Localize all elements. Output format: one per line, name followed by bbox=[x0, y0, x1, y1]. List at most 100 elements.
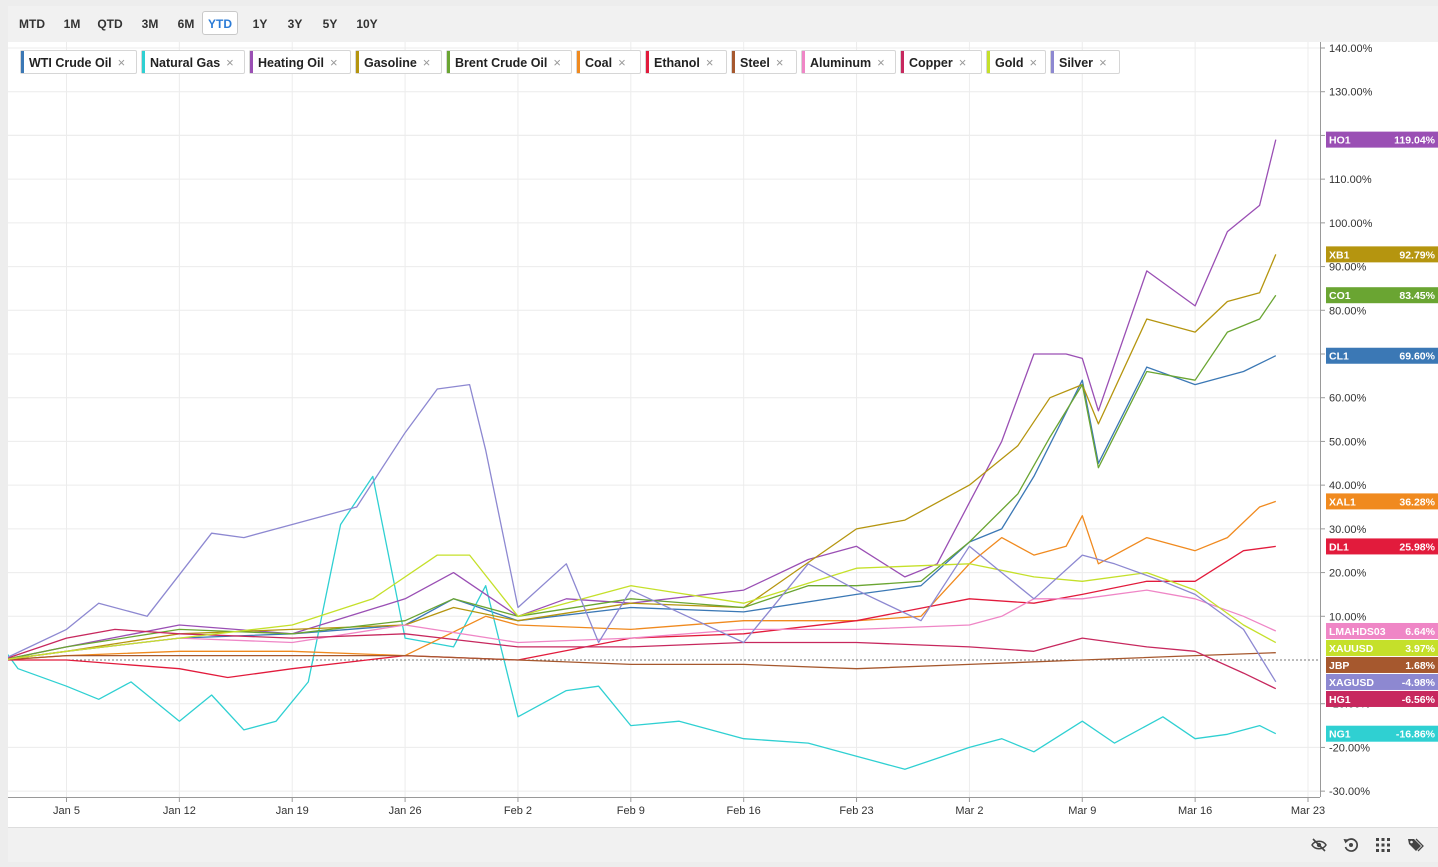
last-value-ticker: HG1 bbox=[1329, 694, 1351, 706]
legend-item-brent-crude-oil[interactable]: Brent Crude Oil × bbox=[446, 50, 572, 74]
close-icon[interactable]: × bbox=[1029, 55, 1038, 70]
last-value-tag: CO1 83.45% bbox=[1326, 287, 1438, 304]
last-value-tag: XAGUSD -4.98% bbox=[1326, 673, 1438, 690]
line-chart[interactable]: 140.00%130.00%120.00%110.00%100.00%90.00… bbox=[8, 42, 1438, 827]
last-value-tag-bg bbox=[1326, 673, 1438, 690]
legend-item-copper[interactable]: Copper × bbox=[900, 50, 982, 74]
last-value-tag-bg bbox=[1326, 246, 1438, 263]
series-line-natural-gas[interactable] bbox=[8, 475, 1277, 770]
last-value-label: 92.79% bbox=[1399, 249, 1435, 261]
legend-item-gold[interactable]: Gold × bbox=[986, 50, 1046, 74]
legend-label: Coal bbox=[585, 56, 613, 70]
range-button-3y[interactable]: 3Y bbox=[287, 17, 303, 31]
series-line-ethanol[interactable] bbox=[8, 545, 1276, 679]
last-value-tag-bg bbox=[1326, 538, 1438, 555]
last-value-ticker: JBP bbox=[1329, 660, 1349, 672]
close-icon[interactable]: × bbox=[877, 55, 885, 70]
close-icon[interactable]: × bbox=[618, 55, 626, 70]
last-value-ticker: LMAHDS03 bbox=[1329, 626, 1386, 638]
legend-label: Natural Gas bbox=[150, 56, 221, 70]
grid-icon[interactable] bbox=[1374, 836, 1392, 854]
legend-item-steel[interactable]: Steel × bbox=[731, 50, 797, 74]
close-icon[interactable]: × bbox=[775, 55, 784, 70]
range-button-1y[interactable]: 1Y bbox=[252, 17, 268, 31]
range-button-mtd[interactable]: MTD bbox=[19, 17, 45, 31]
last-value-tags: HO1 119.04% XB1 92.79% CO1 83.45% CL1 69.60% XAL… bbox=[1326, 131, 1438, 742]
last-value-tag-bg bbox=[1326, 656, 1438, 673]
y-tick-label: -20.00% bbox=[1329, 742, 1370, 754]
x-tick-label: Feb 2 bbox=[504, 805, 532, 817]
legend-label: Ethanol bbox=[654, 56, 700, 70]
y-tick-label: 30.00% bbox=[1329, 524, 1367, 536]
legend-swatch bbox=[250, 51, 253, 73]
legend-swatch bbox=[646, 51, 649, 73]
series-line-aluminum[interactable] bbox=[8, 589, 1277, 660]
last-value-label: -4.98% bbox=[1402, 677, 1436, 689]
last-value-ticker: CO1 bbox=[1329, 290, 1351, 302]
legend-swatch bbox=[732, 51, 735, 73]
series-line-heating-oil[interactable] bbox=[8, 139, 1277, 660]
tags-icon[interactable] bbox=[1406, 836, 1424, 854]
last-value-tag-bg bbox=[1326, 131, 1438, 148]
y-tick-label: 10.00% bbox=[1329, 611, 1367, 623]
range-button-10y[interactable]: 10Y bbox=[356, 17, 378, 31]
last-value-tag: XAL1 36.28% bbox=[1326, 493, 1438, 510]
legend-item-aluminum[interactable]: Aluminum × bbox=[801, 50, 896, 74]
range-button-ytd[interactable]: YTD bbox=[202, 11, 238, 35]
legend-label: WTI Crude Oil bbox=[29, 56, 112, 70]
last-value-label: -16.86% bbox=[1396, 729, 1436, 741]
range-button-5y[interactable]: 5Y bbox=[322, 17, 338, 31]
last-value-label: 3.97% bbox=[1405, 643, 1435, 655]
legend-swatch bbox=[142, 51, 145, 73]
legend-label: Silver bbox=[1059, 56, 1094, 70]
x-tick-label: Mar 2 bbox=[955, 805, 983, 817]
close-icon[interactable]: × bbox=[117, 55, 126, 70]
legend-item-gasoline[interactable]: Gasoline × bbox=[355, 50, 442, 74]
series-lines bbox=[8, 139, 1277, 770]
legend-item-silver[interactable]: Silver × bbox=[1050, 50, 1120, 74]
x-tick-label: Jan 26 bbox=[389, 805, 422, 817]
close-icon[interactable]: × bbox=[1099, 55, 1107, 70]
range-button-qtd[interactable]: QTD bbox=[97, 17, 123, 31]
last-value-tag: JBP 1.68% bbox=[1326, 656, 1438, 673]
close-icon[interactable]: × bbox=[422, 55, 431, 70]
last-value-label: 1.68% bbox=[1405, 660, 1435, 672]
y-tick-label: 80.00% bbox=[1329, 305, 1367, 317]
legend-item-heating-oil[interactable]: Heating Oil × bbox=[249, 50, 351, 74]
close-icon[interactable]: × bbox=[226, 55, 234, 70]
series-line-brent-crude-oil[interactable] bbox=[8, 294, 1277, 660]
range-button-3m[interactable]: 3M bbox=[141, 17, 159, 31]
last-value-tag-bg bbox=[1326, 639, 1438, 656]
range-button-6m[interactable]: 6M bbox=[177, 17, 195, 31]
series-line-coal[interactable] bbox=[8, 500, 1277, 661]
series-line-gold[interactable] bbox=[8, 554, 1277, 660]
legend-item-natural-gas[interactable]: Natural Gas × bbox=[141, 50, 245, 74]
last-value-label: 6.64% bbox=[1405, 626, 1435, 638]
series-line-steel[interactable] bbox=[8, 652, 1276, 670]
visibility-off-icon[interactable] bbox=[1310, 836, 1328, 854]
reset-icon[interactable] bbox=[1342, 836, 1360, 854]
legend-label: Brent Crude Oil bbox=[455, 56, 548, 70]
close-icon[interactable]: × bbox=[705, 55, 714, 70]
legend-item-coal[interactable]: Coal × bbox=[576, 50, 641, 74]
last-value-ticker: XAGUSD bbox=[1329, 677, 1374, 689]
last-value-ticker: CL1 bbox=[1329, 351, 1349, 363]
last-value-ticker: XAUUSD bbox=[1329, 643, 1374, 655]
y-tick-label: 40.00% bbox=[1329, 480, 1367, 492]
range-button-1m[interactable]: 1M bbox=[63, 17, 81, 31]
x-tick-label: Mar 23 bbox=[1291, 805, 1325, 817]
last-value-tag: LMAHDS03 6.64% bbox=[1326, 622, 1438, 639]
series-line-wti-crude-oil[interactable] bbox=[8, 355, 1277, 660]
series-line-gasoline[interactable] bbox=[8, 254, 1277, 660]
last-value-tag-bg bbox=[1326, 725, 1438, 742]
legend-item-wti-crude-oil[interactable]: WTI Crude Oil × bbox=[20, 50, 137, 74]
close-icon[interactable]: × bbox=[958, 55, 967, 70]
y-tick-label: 100.00% bbox=[1329, 218, 1373, 230]
last-value-label: 69.60% bbox=[1399, 351, 1435, 363]
close-icon[interactable]: × bbox=[553, 55, 561, 70]
x-tick-label: Jan 19 bbox=[276, 805, 309, 817]
close-icon[interactable]: × bbox=[329, 55, 338, 70]
legend-item-ethanol[interactable]: Ethanol × bbox=[645, 50, 727, 74]
series-line-silver[interactable] bbox=[8, 383, 1277, 683]
grid bbox=[8, 42, 1320, 797]
